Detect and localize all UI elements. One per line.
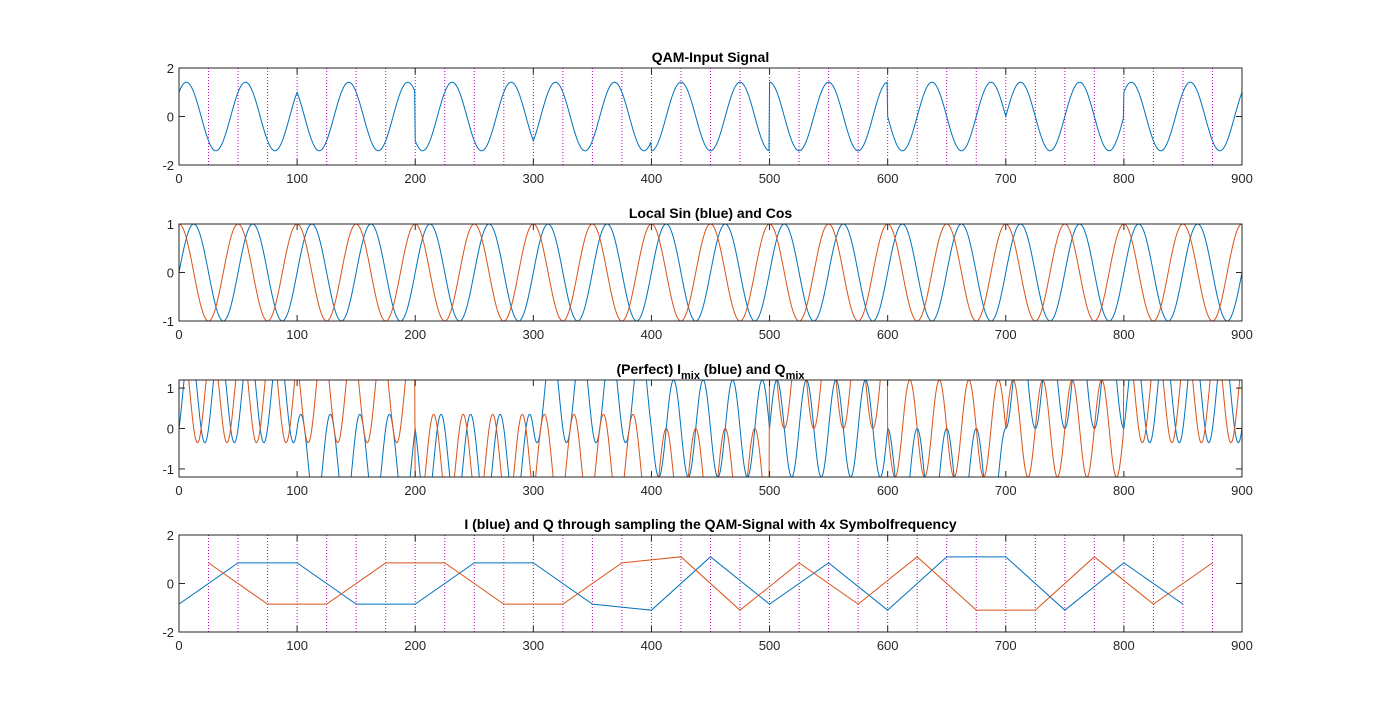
y-tick-label: -2 (162, 625, 174, 640)
y-tick-label: 1 (167, 217, 174, 232)
x-tick-label: 300 (522, 327, 544, 342)
x-tick-label: 0 (175, 638, 182, 653)
x-tick-label: 200 (404, 483, 426, 498)
y-tick-label: 0 (167, 266, 174, 281)
chart-title: I (blue) and Q through sampling the QAM-… (464, 516, 957, 532)
x-tick-label: 400 (641, 483, 663, 498)
subplot-3: 0 100 200 300 400 500 600 700 800 900-101(Perfect… (162, 361, 1253, 498)
y-tick-label: 2 (167, 528, 174, 543)
y-tick-label: 1 (167, 381, 174, 396)
x-tick-label: 700 (995, 171, 1017, 186)
x-tick-label: 900 (1231, 327, 1253, 342)
x-tick-label: 700 (995, 327, 1017, 342)
series-line-1 (179, 224, 1242, 321)
x-tick-label: 700 (995, 638, 1017, 653)
y-tick-label: 0 (167, 110, 174, 125)
x-tick-label: 600 (877, 171, 899, 186)
x-tick-label: 500 (759, 638, 781, 653)
x-tick-label: 500 (759, 327, 781, 342)
x-tick-label: 900 (1231, 483, 1253, 498)
series-line-2 (208, 556, 1213, 611)
x-tick-label: 100 (286, 483, 308, 498)
x-tick-label: 300 (522, 171, 544, 186)
series-line-1 (179, 81, 1242, 152)
subplot-1: 0 100 200 300 400 500 600 700 800 900-202QAM-Inpu… (162, 49, 1252, 186)
y-tick-label: -1 (162, 462, 174, 477)
x-tick-label: 700 (995, 483, 1017, 498)
x-tick-label: 300 (522, 638, 544, 653)
x-tick-label: 600 (877, 327, 899, 342)
y-tick-label: 2 (167, 61, 174, 76)
x-tick-label: 0 (175, 171, 182, 186)
x-tick-label: 400 (641, 171, 663, 186)
x-tick-label: 800 (1113, 171, 1135, 186)
x-tick-label: 0 (175, 327, 182, 342)
x-tick-label: 300 (522, 483, 544, 498)
x-tick-label: 200 (404, 171, 426, 186)
x-tick-label: 600 (877, 483, 899, 498)
x-tick-label: 100 (286, 327, 308, 342)
y-tick-label: 0 (167, 422, 174, 437)
x-tick-label: 200 (404, 327, 426, 342)
x-tick-label: 400 (641, 327, 663, 342)
x-tick-label: 800 (1113, 638, 1135, 653)
x-tick-label: 800 (1113, 483, 1135, 498)
x-tick-label: 400 (641, 638, 663, 653)
x-tick-label: 500 (759, 483, 781, 498)
x-tick-label: 0 (175, 483, 182, 498)
series-line-2 (188, 380, 1241, 477)
chart-title: (Perfect) Imix (blue) and Qmix (616, 361, 805, 382)
y-tick-label: -1 (162, 314, 174, 329)
chart-title: Local Sin (blue) and Cos (629, 205, 793, 221)
x-tick-label: 800 (1113, 327, 1135, 342)
x-tick-label: 100 (286, 638, 308, 653)
x-tick-label: 100 (286, 171, 308, 186)
x-tick-label: 900 (1231, 638, 1253, 653)
x-tick-label: 500 (759, 171, 781, 186)
chart-title: QAM-Input Signal (652, 49, 769, 65)
y-tick-label: 0 (167, 577, 174, 592)
x-tick-label: 600 (877, 638, 899, 653)
x-tick-label: 900 (1231, 171, 1253, 186)
y-tick-label: -2 (162, 158, 174, 173)
x-tick-label: 200 (404, 638, 426, 653)
series-line-1 (179, 556, 1184, 611)
